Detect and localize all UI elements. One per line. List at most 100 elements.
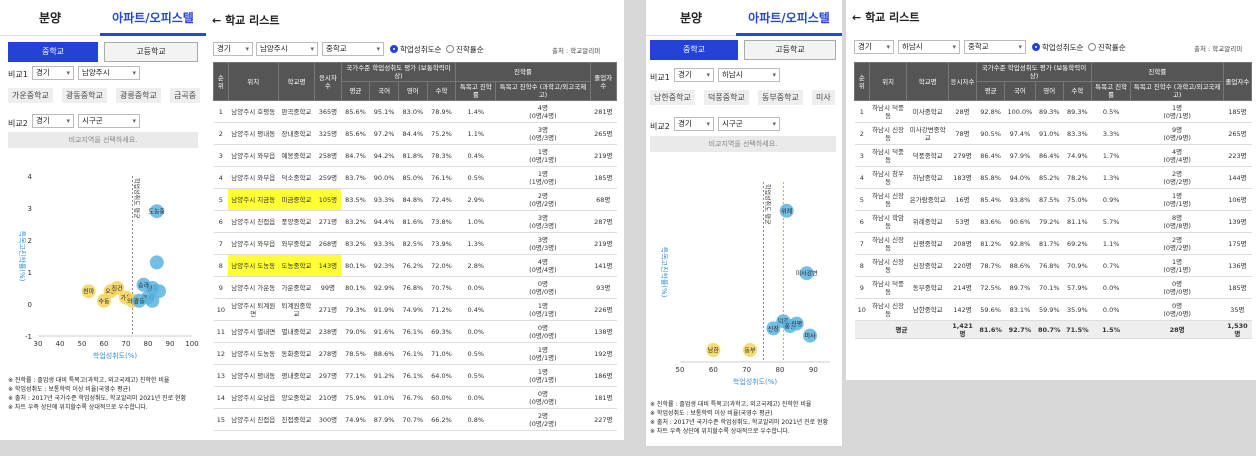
table-row[interactable]: 5 남양주시 지금동 미금중학교 105명 83.5% 93.3% 84.8% 72.4% 2.…	[213, 188, 617, 211]
table-row[interactable]: 8 하남시 신장동 신장중학교 220명 78.7% 88.6% 76.8% 70.9% 0.7…	[854, 254, 1252, 277]
tab-bunyang[interactable]: 분양	[38, 11, 62, 25]
high-school-button[interactable]: 고등학교	[744, 40, 836, 60]
compare2-province-select[interactable]: 경기	[674, 117, 714, 131]
school-chip[interactable]: 덕풍중학교	[704, 90, 749, 105]
table-cell: 141명	[590, 254, 617, 277]
middle-school-button[interactable]: 중학교	[650, 40, 738, 60]
table-cell: 138명	[590, 320, 617, 343]
high-school-button[interactable]: 고등학교	[104, 42, 198, 62]
table-cell: 91.0%	[1035, 122, 1064, 145]
sort-achievement-radio[interactable]: 학업성취도순	[390, 44, 441, 55]
table-row[interactable]: 15 남양주시 진접읍 진접중학교 300명 74.9% 87.9% 70.7% 66.2% 0…	[213, 408, 617, 431]
table-cell: 도농중학교	[278, 254, 315, 277]
table-cell: 265명	[590, 122, 617, 145]
table-row[interactable]: 13 남양주시 평내동 평내중학교 297명 77.1% 91.2% 76.1% 64.0% 0…	[213, 364, 617, 387]
table-cell: 106명	[1223, 188, 1252, 211]
table-row[interactable]: 14 남양주시 오남읍 양오중학교 210명 75.9% 91.0% 76.7% 60.0% 0…	[213, 386, 617, 409]
table-cell: 95.1%	[369, 100, 399, 123]
table-cell: 하남시 신장동	[869, 232, 907, 255]
table-row[interactable]: 2 남양주시 평내동 장내중학교 325명 85.6% 97.2% 84.4% 75.2% 1.…	[213, 122, 617, 145]
compare1-province-select[interactable]: 경기	[674, 68, 714, 82]
table-row[interactable]: 8 남양주시 도농동 도농중학교 143명 80.1% 92.3% 76.2% 72.0% 2.…	[213, 254, 617, 277]
province-select[interactable]: 경기	[854, 40, 894, 54]
school-chip[interactable]: 금곡중	[170, 88, 201, 103]
middle-school-button[interactable]: 중학교	[8, 42, 98, 62]
table-row[interactable]: 4 남양주시 와부읍 덕소중학교 259명 83.7% 90.0% 85.0% 76.1% 0.…	[213, 166, 617, 189]
advance-count: 0명	[537, 389, 548, 398]
table-cell: 136명	[1223, 254, 1252, 277]
table-cell: 210명	[314, 386, 342, 409]
chart-notes: ※ 진학률 : 졸업생 대비 특목고(과학고, 외고국제고) 진학한 비율 ※ …	[8, 376, 204, 412]
table-row[interactable]: 3 하남시 덕풍동 덕풍중학교 279명 86.4% 97.9% 86.4% 74.9% 1.7…	[854, 144, 1252, 167]
school-chip[interactable]: 동부중학교	[758, 90, 803, 105]
tab-apartment[interactable]: 아파트/오피스텔	[100, 0, 206, 36]
school-chip[interactable]: 가운중학교	[8, 88, 53, 103]
data-point	[110, 281, 125, 295]
school-level-select[interactable]: 중학교	[322, 42, 384, 56]
col-subheader: 수학	[426, 81, 457, 101]
table-row[interactable]: 7 남양주시 와부읍 와부중학교 268명 83.2% 93.3% 82.5% 73.9% 1.…	[213, 232, 617, 255]
col-subheader: 평균	[976, 81, 1006, 101]
table-cell: 0명 (0명/0명)	[495, 386, 591, 409]
table-row[interactable]: 12 남양주시 도농동 동화중학교 278명 78.5% 88.6% 76.1% 71.0% 0…	[213, 342, 617, 365]
sort-advancement-radio[interactable]: 진학률순	[1088, 42, 1126, 53]
table-row[interactable]: 5 하남시 신장동 은가람중학교 16명 85.4% 93.8% 87.5% 75.0% 0.9…	[854, 188, 1252, 211]
average-line-label: 학업성취도 평균	[763, 184, 771, 225]
city-select[interactable]: 하남시	[898, 40, 960, 54]
sort-achievement-radio[interactable]: 학업성취도순	[1032, 42, 1083, 53]
table-cell: 0명 (0명/0명)	[495, 276, 591, 299]
school-level-select[interactable]: 중학교	[964, 40, 1026, 54]
table-row[interactable]: 10 하남시 신장동 남한중학교 142명 59.6% 83.1% 59.9% 35.9% 0.…	[854, 298, 1252, 321]
table-cell: 271명	[314, 298, 342, 321]
table-row[interactable]: 2 하남시 신장동 미사강변중학교 78명 90.5% 97.4% 91.0% 83.3% 3.…	[854, 122, 1252, 145]
compare1-city-select[interactable]: 남양주시	[78, 66, 140, 80]
table-row[interactable]: 1 남양주시 호평동 판곡중학교 365명 85.6% 95.1% 83.0% 78.9% 1.…	[213, 100, 617, 123]
table-row[interactable]: 4 하남시 창우동 하남중학교 183명 85.8% 94.0% 85.2% 78.2% 1.3…	[854, 166, 1252, 189]
back-arrow-icon[interactable]: ←	[212, 14, 222, 27]
compare1-province-select[interactable]: 경기	[32, 66, 74, 80]
table-cell: 97.9%	[1004, 144, 1036, 167]
table-row[interactable]: 7 하남시 신장동 신평중학교 208명 81.2% 92.8% 81.7% 69.2% 1.1…	[854, 232, 1252, 255]
compare2-city-select[interactable]: 시구군	[78, 114, 140, 128]
school-chip[interactable]: 광릉중학교	[116, 88, 161, 103]
table-cell: 남양주시 평내동	[228, 364, 279, 387]
compare1-city-select[interactable]: 하남시	[718, 68, 780, 82]
table-row[interactable]: 1 하남시 덕풍동 미사중학교 28명 92.8% 100.0% 89.3% 89.3% 0.5…	[854, 100, 1252, 123]
table-cell: 2	[213, 122, 229, 145]
table-row[interactable]: 3 남양주시 와부읍 예봉중학교 258명 84.7% 94.2% 81.8% 78.3% 0.…	[213, 144, 617, 167]
tab-bunyang[interactable]: 분양	[679, 11, 703, 25]
compare2-city-select[interactable]: 시구군	[718, 117, 780, 131]
table-cell: 86.4%	[1035, 144, 1064, 167]
table-cell: 72.4%	[427, 188, 456, 211]
data-point-label: 미사강변	[796, 270, 818, 278]
city-select[interactable]: 남양주시	[256, 42, 318, 56]
note-line: ※ 출처 : 2017년 국가수준 학업성취도, 학교알리미 2021년 진로 …	[650, 419, 829, 426]
table-cell: 1명 (0명/1명)	[495, 342, 591, 365]
advance-breakdown: (0명/4명)	[1163, 155, 1191, 164]
compare-prompt-bar: 비교지역을 선택하세요.	[650, 136, 836, 152]
table-cell: 0명 (0명/0명)	[495, 320, 591, 343]
table-row[interactable]: 9 하남시 덕풍동 동부중학교 214명 72.5% 89.7% 70.1% 57.9% 0.0…	[854, 276, 1252, 299]
school-chip[interactable]: 미사	[812, 90, 835, 105]
table-row[interactable]: 11 남양주시 별내면 별내중학교 238명 79.0% 91.6% 76.1% 69.3% 0…	[213, 320, 617, 343]
table-row[interactable]: 6 남양주시 진접읍 풍양중학교 271명 83.2% 94.4% 81.6% 73.8% 1.…	[213, 210, 617, 233]
table-cell: 227명	[590, 408, 617, 431]
table-row[interactable]: 6 하남시 학암동 위례중학교 53명 83.6% 90.6% 79.2% 81.1% 5.7%…	[854, 210, 1252, 233]
school-chip[interactable]: 광동중학교	[62, 88, 107, 103]
table-row[interactable]: 9 남양주시 가운동 가운중학교 99명 80.1% 92.9% 76.8% 70.7% 0.0…	[213, 276, 617, 299]
x-tick-label: 90	[809, 366, 818, 374]
table-cell: 79.0%	[341, 320, 370, 343]
table-cell: 76.1%	[398, 364, 428, 387]
sort-advancement-radio[interactable]: 진학률순	[446, 44, 484, 55]
table-row[interactable]: 10 남양주시 퇴계원면 퇴계원중학교 271명 79.3% 91.9% 74.9% 71.2…	[213, 298, 617, 321]
x-tick-label: 30	[34, 340, 43, 348]
table-cell: 85.4%	[976, 188, 1005, 211]
table-cell: 94.0%	[1004, 166, 1036, 189]
compare2-province-select[interactable]: 경기	[32, 114, 74, 128]
school-chip[interactable]: 남한중학교	[650, 90, 695, 105]
table-cell: 94.4%	[369, 210, 399, 233]
back-arrow-icon[interactable]: ←	[852, 11, 862, 24]
table-cell: 81.7%	[1035, 232, 1064, 255]
tab-apartment[interactable]: 아파트/오피스텔	[736, 0, 842, 36]
province-select[interactable]: 경기	[213, 42, 253, 56]
